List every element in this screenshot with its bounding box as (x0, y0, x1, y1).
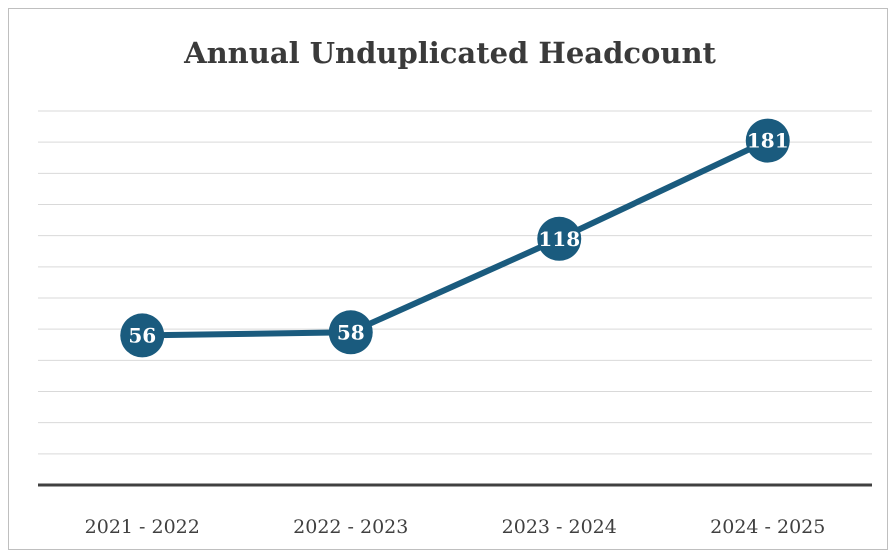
series-line (142, 137, 770, 339)
x-tick-label: 2024 - 2025 (710, 516, 825, 538)
x-tick-label: 2022 - 2023 (293, 516, 408, 538)
data-point-marker (537, 216, 582, 261)
gridlines (38, 110, 872, 455)
series-layer: 56 58 118 181 (120, 118, 790, 358)
data-point-marker (120, 313, 165, 358)
x-tick-label: 2021 - 2022 (85, 516, 200, 538)
data-point-marker (328, 310, 373, 355)
chart-frame (8, 8, 888, 550)
data-label: 181 (747, 129, 789, 153)
data-label: 118 (538, 227, 580, 251)
x-tick-labels: 2021 - 2022 2022 - 2023 2023 - 2024 2024 - … (85, 516, 826, 538)
chart-title: Annual Unduplicated Headcount (184, 36, 716, 70)
data-label: 56 (128, 323, 156, 347)
x-tick-label: 2023 - 2024 (502, 516, 617, 538)
data-label: 58 (337, 320, 365, 344)
data-point-marker (745, 118, 790, 163)
